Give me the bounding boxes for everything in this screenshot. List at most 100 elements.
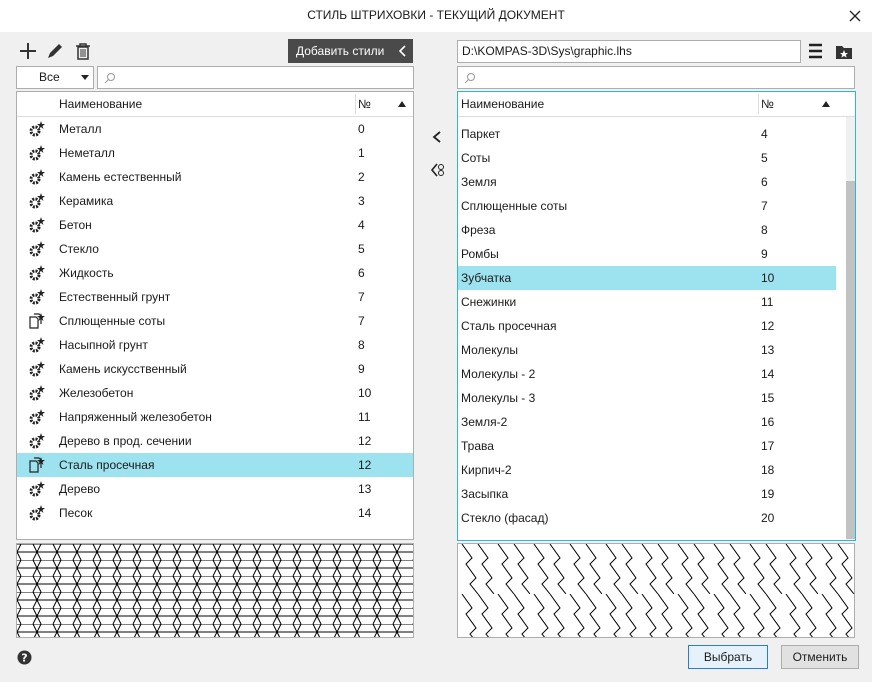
icon-shape <box>29 365 41 377</box>
row-name: Ромбы <box>461 247 499 261</box>
left-table: Наименование № Металл 0 Неметалл 1 Камень ес… <box>16 91 414 540</box>
library-path[interactable]: D:\KOMPAS-3D\Sys\graphic.lhs <box>457 40 801 63</box>
table-row[interactable] <box>458 122 836 146</box>
table-row[interactable] <box>17 453 413 477</box>
scrollbar-thumb[interactable] <box>846 181 855 539</box>
row-name: Сталь просечная <box>461 319 557 333</box>
column-separator <box>355 94 356 114</box>
icon-star <box>37 265 45 273</box>
icon-star <box>37 193 45 201</box>
row-number: 7 <box>358 290 365 304</box>
icon-shape <box>29 437 41 449</box>
style-gear-icon <box>29 409 45 425</box>
sort-arrow <box>822 101 830 107</box>
row-name: Напряженный железобетон <box>59 410 212 424</box>
icon-star <box>37 505 45 513</box>
ok-button[interactable]: Выбрать <box>688 645 768 669</box>
header-number[interactable]: № <box>761 97 774 111</box>
delete-icon[interactable] <box>76 43 90 60</box>
row-number: 7 <box>358 314 365 328</box>
row-name: Камень искусственный <box>59 362 187 376</box>
edit-icon[interactable] <box>48 44 62 58</box>
row-name: Дерево <box>59 482 101 496</box>
search-icon <box>104 73 115 84</box>
toolbar <box>20 43 90 60</box>
icon-shape <box>29 269 41 281</box>
row-name: Бетон <box>59 218 92 232</box>
table-row[interactable] <box>458 482 836 506</box>
search-icon <box>464 73 475 84</box>
add-icon[interactable] <box>20 43 36 59</box>
column-separator <box>758 94 759 114</box>
style-gear-icon <box>29 241 45 257</box>
icon-shape <box>29 509 41 521</box>
icon-shape <box>29 197 41 209</box>
row-number: 3 <box>358 194 365 208</box>
row-name: Земля-2 <box>461 415 508 429</box>
row-number: 14 <box>761 367 775 381</box>
icon-shape <box>29 341 41 353</box>
icon-star <box>37 433 45 441</box>
row-number: 18 <box>761 463 775 477</box>
row-name: Молекулы <box>461 343 518 357</box>
icon-star <box>37 409 45 417</box>
header-name[interactable]: Наименование <box>461 97 545 111</box>
right-table: Наименование № Плитка3Паркет4Соты5Земля6… <box>457 91 856 541</box>
row-name: Металл <box>59 122 102 136</box>
header-number[interactable]: № <box>358 97 371 111</box>
table-row[interactable] <box>458 218 836 242</box>
style-doc-icon <box>29 457 45 473</box>
row-number: 1 <box>358 146 365 160</box>
row-name: Кирпич-2 <box>461 463 512 477</box>
right-search-box[interactable] <box>457 66 855 89</box>
row-number: 13 <box>358 482 372 496</box>
row-number: 9 <box>358 362 365 376</box>
row-name: Молекулы - 3 <box>461 391 536 405</box>
row-number: 5 <box>761 151 768 165</box>
left-search-box[interactable] <box>97 66 414 89</box>
icon-star <box>37 121 45 129</box>
row-name: Фреза <box>461 223 496 237</box>
row-name: Жидкость <box>59 266 114 280</box>
row-number: 5 <box>358 242 365 256</box>
add-styles-button[interactable]: Добавить стили <box>288 39 413 63</box>
row-name: Земля <box>461 175 497 189</box>
style-gear-icon <box>29 433 45 449</box>
row-name: Стекло (фасад) <box>461 511 549 525</box>
title-bar <box>0 0 872 32</box>
style-doc-icon <box>29 313 45 329</box>
icon-star <box>37 337 45 345</box>
scrollbar[interactable] <box>846 117 855 540</box>
icon-shape <box>29 245 41 257</box>
icon-star <box>37 481 45 489</box>
favorites-icon[interactable] <box>836 46 852 59</box>
menu-icon[interactable] <box>809 43 822 59</box>
style-gear-icon <box>29 193 45 209</box>
copy-arrow[interactable] <box>432 131 441 143</box>
table-row[interactable] <box>458 266 836 290</box>
icon-star <box>37 385 45 393</box>
table-row[interactable] <box>458 170 836 194</box>
cancel-button[interactable]: Отменить <box>781 645 859 669</box>
table-row[interactable] <box>458 410 836 434</box>
table-row[interactable] <box>458 242 836 266</box>
close-button[interactable] <box>848 9 862 23</box>
filter-dropdown[interactable]: Все <box>16 66 94 89</box>
row-number: 10 <box>358 386 372 400</box>
svg-text:?: ? <box>21 652 27 665</box>
sort-arrow <box>398 101 406 107</box>
row-number: 20 <box>761 511 775 525</box>
table-row[interactable] <box>458 434 836 458</box>
table-row[interactable] <box>458 146 836 170</box>
row-number: 17 <box>761 439 775 453</box>
row-name: Неметалл <box>59 146 115 160</box>
link-arrow[interactable] <box>430 163 444 177</box>
style-gear-icon <box>29 265 45 281</box>
row-number: 16 <box>761 415 775 429</box>
style-gear-icon <box>29 481 45 497</box>
table-row[interactable] <box>458 458 836 482</box>
help-icon[interactable]: ? <box>17 650 32 665</box>
icon-shape <box>29 457 42 473</box>
row-number: 12 <box>358 434 372 448</box>
header-name[interactable]: Наименование <box>59 97 143 111</box>
